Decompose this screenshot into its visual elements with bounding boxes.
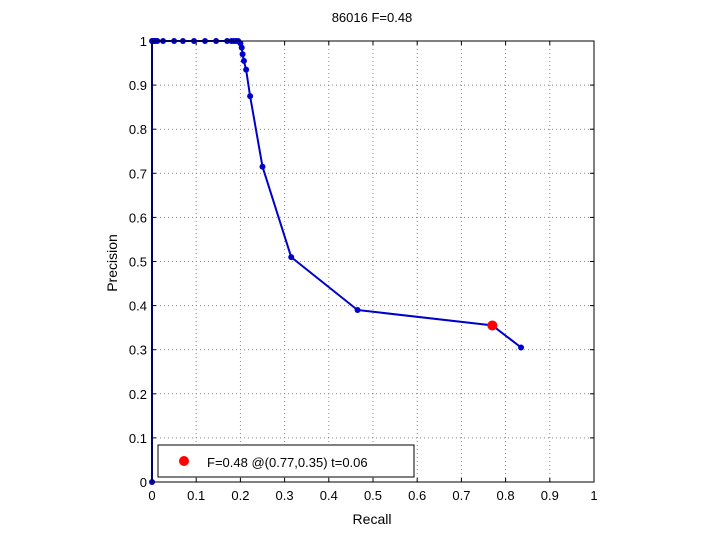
x-tick-label: 1 xyxy=(590,488,597,503)
legend-label: F=0.48 @(0.77,0.35) t=0.06 xyxy=(207,455,368,470)
series-point xyxy=(243,66,250,73)
series-point xyxy=(240,57,247,64)
y-tick-label: 0 xyxy=(140,475,147,490)
y-tick-label: 0.4 xyxy=(129,299,147,314)
series-point xyxy=(288,254,295,261)
legend: F=0.48 @(0.77,0.35) t=0.06 xyxy=(157,444,415,478)
y-tick-label: 0.3 xyxy=(129,343,147,358)
legend-box xyxy=(157,444,415,478)
x-tick-label: 0.9 xyxy=(541,488,559,503)
y-tick-label: 0.9 xyxy=(129,78,147,93)
x-tick-label: 0.3 xyxy=(276,488,294,503)
highlight-layer xyxy=(487,320,498,331)
series-point xyxy=(354,307,361,314)
y-tick-label: 0.2 xyxy=(129,387,147,402)
legend-marker xyxy=(179,456,189,466)
y-tick-label: 0.5 xyxy=(129,255,147,270)
x-tick-label: 0.1 xyxy=(187,488,205,503)
series-point xyxy=(518,344,525,351)
y-tick-label: 0.8 xyxy=(129,122,147,137)
x-tick-label: 0.6 xyxy=(408,488,426,503)
y-axis-ticks: 0 0.1 0.2 0.3 0.4 0.5 0.6 0.7 0.8 0.9 1 xyxy=(129,34,594,490)
x-axis-label: Recall xyxy=(353,511,392,527)
x-tick-label: 0.5 xyxy=(364,488,382,503)
x-tick-label: 0 xyxy=(148,488,155,503)
x-tick-label: 0.7 xyxy=(452,488,470,503)
series-point xyxy=(247,93,254,100)
y-axis-label: Precision xyxy=(104,234,120,292)
series-point xyxy=(239,51,246,58)
y-tick-label: 1 xyxy=(140,34,147,49)
best-f-point xyxy=(487,320,498,331)
series-point xyxy=(238,44,245,51)
series-point xyxy=(259,163,266,170)
grid xyxy=(152,41,594,482)
x-tick-label: 0.4 xyxy=(320,488,338,503)
y-tick-label: 0.6 xyxy=(129,210,147,225)
y-tick-label: 0.7 xyxy=(129,166,147,181)
y-tick-label: 0.1 xyxy=(129,431,147,446)
x-tick-label: 0.2 xyxy=(231,488,249,503)
x-tick-label: 0.8 xyxy=(497,488,515,503)
plot-frame xyxy=(151,40,595,483)
chart-title: 86016 F=0.48 xyxy=(332,10,413,25)
